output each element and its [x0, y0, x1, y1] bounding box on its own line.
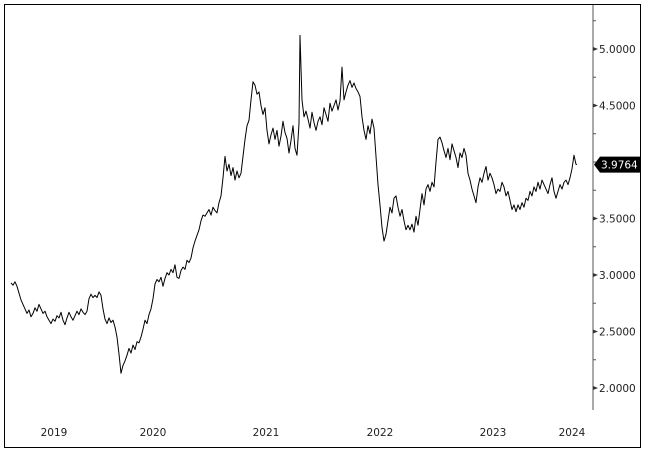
- last-value-label: 3.9764: [601, 160, 638, 172]
- y-tick-mark: [593, 47, 598, 51]
- y-tick-label: 3.0000: [599, 270, 636, 282]
- y-tick-label: 5.0000: [599, 44, 636, 56]
- y-tick-label: 2.0000: [599, 383, 636, 395]
- y-tick-mark: [593, 103, 598, 108]
- x-tick-label: 2021: [253, 427, 280, 439]
- y-tick-mark: [593, 216, 598, 221]
- x-tick-label: 2023: [480, 427, 507, 439]
- y-tick-label: 3.5000: [599, 214, 636, 226]
- x-tick-label: 2024: [559, 427, 586, 439]
- y-tick-label: 2.5000: [599, 327, 636, 339]
- y-axis-ticks: 5.0000 4.5000 3.5000 3.0000 2.5000 2.0000: [593, 44, 636, 395]
- chart-frame: [4, 4, 641, 448]
- y-tick-mark: [593, 386, 598, 390]
- x-axis-labels: 2019 2020 2021 2022 2023 2024: [41, 427, 586, 439]
- price-line: [10, 34, 578, 374]
- y-tick-mark: [593, 329, 598, 334]
- y-axis-minor-ticks: [593, 20, 596, 361]
- x-tick-label: 2022: [367, 427, 394, 439]
- last-value-badge: 3.9764: [594, 156, 640, 173]
- y-tick-label: 4.5000: [599, 101, 636, 113]
- y-tick-mark: [593, 273, 598, 277]
- x-tick-label: 2019: [41, 427, 68, 439]
- x-tick-label: 2020: [140, 427, 167, 439]
